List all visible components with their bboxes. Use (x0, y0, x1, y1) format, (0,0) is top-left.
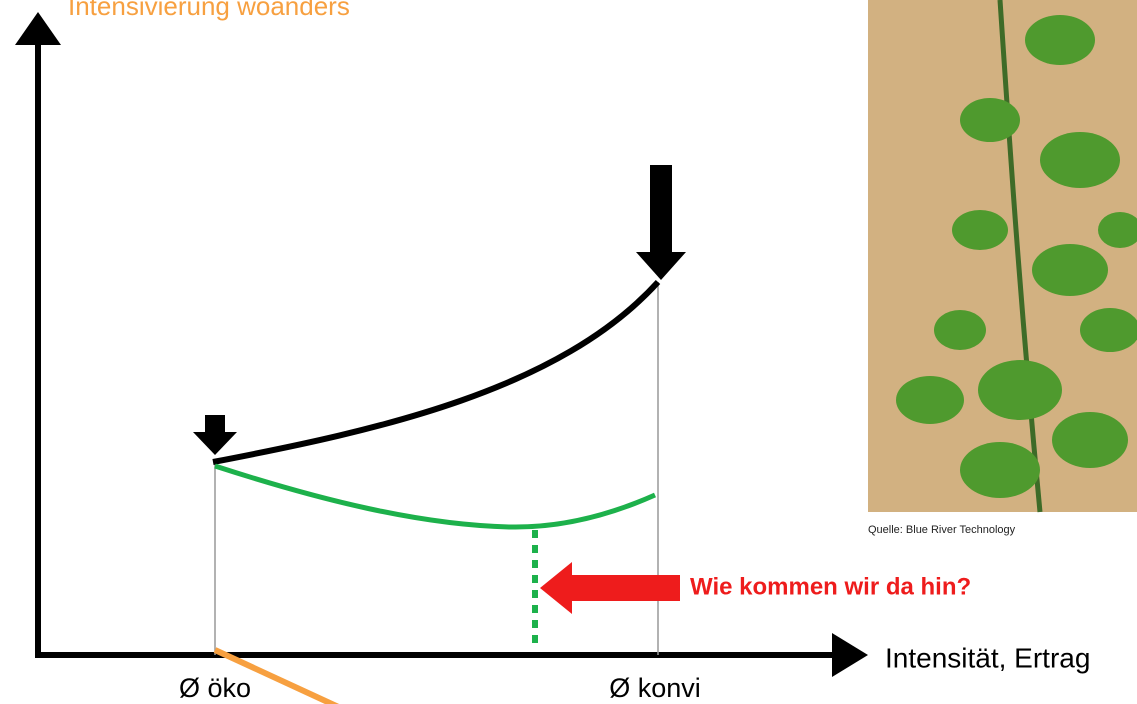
black-arrow-small (193, 415, 237, 455)
black-curve (212, 279, 661, 465)
photo (868, 0, 1137, 513)
black-arrow-large (636, 165, 686, 280)
green-curve (214, 463, 657, 530)
axes (15, 12, 868, 677)
x-label: Ø öko (179, 673, 251, 703)
orange-line (213, 647, 340, 704)
question: Wie kommen wir da hin? (690, 573, 971, 600)
red-arrow (540, 562, 680, 614)
title: Intensivierung woanders (68, 0, 350, 21)
photo-credit: Quelle: Blue River Technology (868, 524, 1016, 536)
x-label: Ø konvi (609, 673, 701, 703)
x-axis-label: Intensität, Ertrag (885, 642, 1090, 673)
